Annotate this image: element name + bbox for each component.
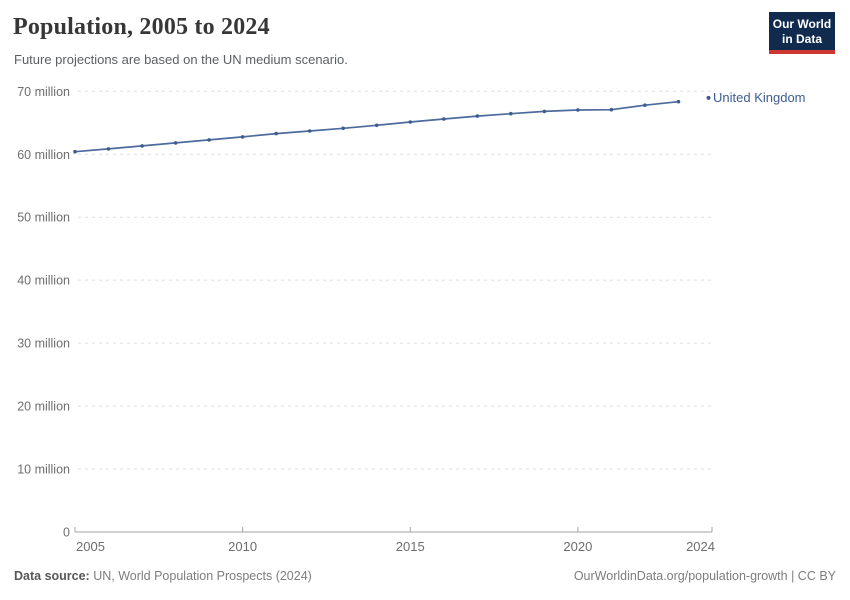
data-point[interactable] <box>307 129 312 133</box>
data-source-note: Data source: UN, World Population Prospe… <box>14 569 312 583</box>
x-tick-label: 2024 <box>686 539 715 554</box>
data-point[interactable] <box>207 138 211 142</box>
x-tick-label: 2015 <box>396 539 425 554</box>
y-tick-label: 50 million <box>17 211 70 225</box>
data-point[interactable] <box>73 149 77 154</box>
data-point[interactable] <box>676 99 681 104</box>
y-tick-label: 20 million <box>17 400 70 414</box>
data-point[interactable] <box>576 108 580 112</box>
data-point[interactable] <box>475 114 480 118</box>
owid-logo[interactable]: Our World in Data <box>769 12 835 55</box>
data-point[interactable] <box>106 147 111 151</box>
chart-subtitle: Future projections are based on the UN m… <box>14 52 348 67</box>
owid-logo-line1: Our World <box>772 17 832 31</box>
y-tick-label: 0 <box>63 526 70 540</box>
data-point[interactable] <box>140 144 144 148</box>
data-point[interactable] <box>408 120 413 124</box>
chart-footer: Data source: UN, World Population Prospe… <box>14 569 836 583</box>
x-tick-label: 2020 <box>563 539 592 554</box>
data-source-label: Data source: <box>14 569 90 583</box>
y-tick-label: 60 million <box>17 148 70 162</box>
projected-data-point[interactable] <box>706 95 711 100</box>
y-tick-label: 30 million <box>17 337 70 351</box>
x-tick-label: 2005 <box>76 539 105 554</box>
footer-url-license[interactable]: OurWorldinData.org/population-growth | C… <box>573 569 836 583</box>
y-tick-label: 10 million <box>17 463 70 477</box>
chart-title: Population, 2005 to 2024 <box>13 14 270 40</box>
data-point[interactable] <box>542 109 547 114</box>
owid-logo-line2: in Data <box>781 31 822 46</box>
data-point[interactable] <box>374 123 379 128</box>
data-point[interactable] <box>609 107 614 112</box>
series-label-united-kingdom[interactable]: United Kingdom <box>713 89 806 105</box>
data-point[interactable] <box>173 141 178 145</box>
data-point[interactable] <box>240 135 245 139</box>
y-tick-label: 70 million <box>17 85 70 99</box>
data-source-value[interactable]: UN, World Population Prospects (2024) <box>89 569 312 583</box>
data-point[interactable] <box>509 111 513 116</box>
data-point[interactable] <box>442 117 446 121</box>
data-point[interactable] <box>341 126 346 131</box>
data-point[interactable] <box>274 131 279 136</box>
x-tick-label: 2010 <box>228 539 257 554</box>
y-tick-label: 40 million <box>17 274 70 288</box>
data-point[interactable] <box>643 103 647 107</box>
